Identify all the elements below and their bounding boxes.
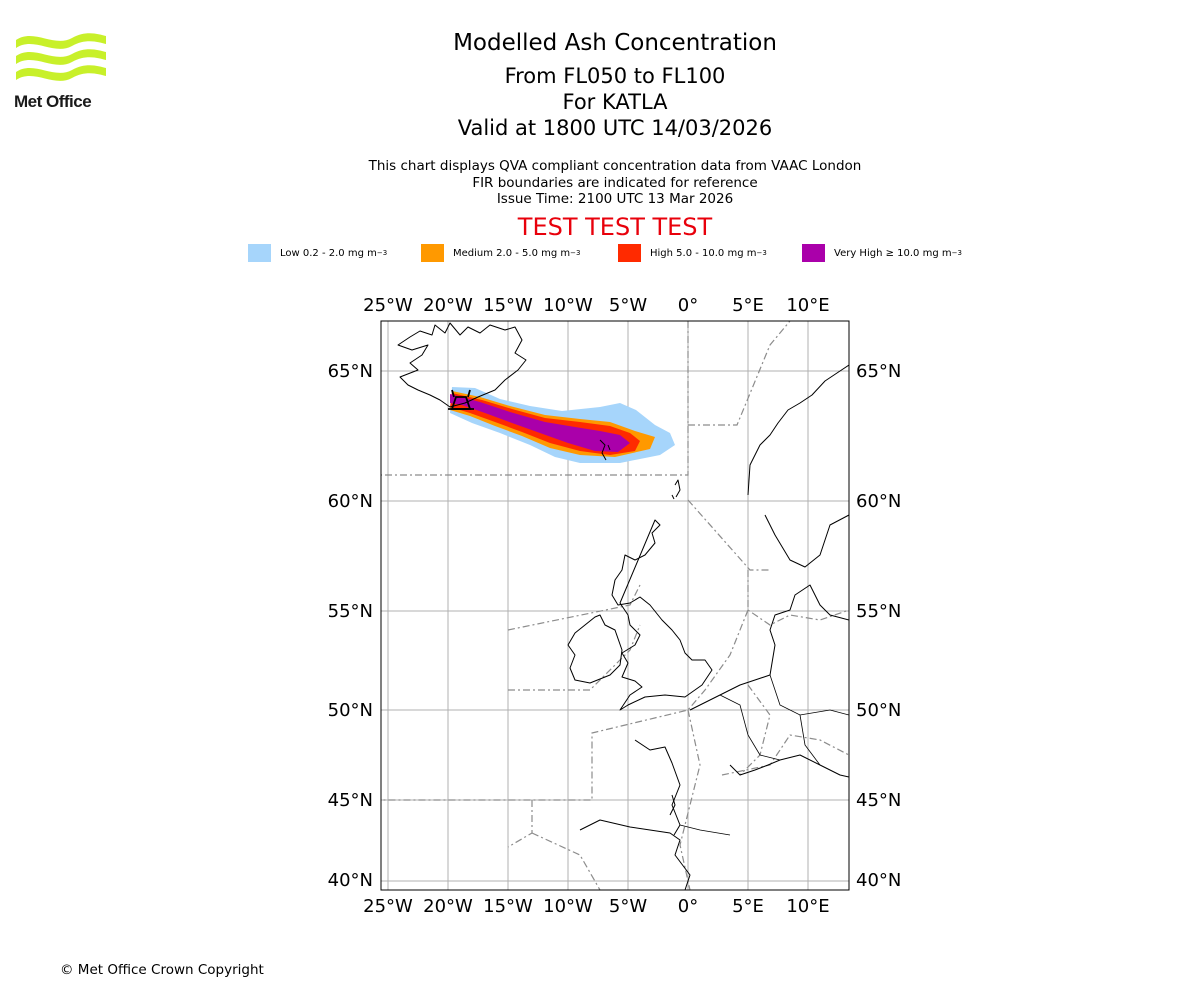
coast-shetland <box>671 479 681 500</box>
legend-unit-exp-high: −3 <box>756 249 767 257</box>
top-tick-5w: 5°W <box>609 295 647 316</box>
legend-label-high: High 5.0 - 10.0 mg m <box>650 247 757 259</box>
legend-item-medium: Medium 2.0 - 5.0 mg m −3 <box>421 244 580 262</box>
map-frame <box>380 320 850 891</box>
top-tick-0: 0° <box>678 295 698 316</box>
top-tick-5e: 5°E <box>732 295 764 316</box>
chart-subtitle: From FL050 to FL100 For KATLA Valid at 1… <box>315 63 915 141</box>
left-tick-65n: 65°N <box>328 361 373 382</box>
border-alps <box>799 714 821 766</box>
bottom-tick-10w: 10°W <box>543 896 593 917</box>
coast-norway <box>747 364 849 496</box>
met-office-logo: Met Office <box>14 30 108 114</box>
coast-south-norway-sweden <box>764 514 849 568</box>
bottom-tick-10e: 10°E <box>786 896 829 917</box>
top-tick-15w: 15°W <box>483 295 533 316</box>
top-tick-10e: 10°E <box>786 295 829 316</box>
map-content <box>381 321 849 890</box>
info-line-vaac: This chart displays QVA compliant concen… <box>368 158 862 174</box>
coast-great-britain <box>611 519 713 711</box>
legend-item-high: High 5.0 - 10.0 mg m −3 <box>618 244 767 262</box>
met-office-logo-text: Met Office <box>14 92 92 111</box>
test-banner: TEST TEST TEST <box>517 213 713 241</box>
left-tick-40n: 40°N <box>328 870 373 891</box>
volcano-marker-icon <box>448 389 474 410</box>
right-tick-50n: 50°N <box>856 700 901 721</box>
tick-labels: 25°W 20°W 15°W 10°W 5°W 0° 5°E 10°E 25°W… <box>328 295 902 917</box>
right-tick-45n: 45°N <box>856 790 901 811</box>
coast-low-countries-denmark <box>689 584 849 711</box>
info-line-fir: FIR boundaries are indicated for referen… <box>472 174 758 191</box>
copyright-notice: © Met Office Crown Copyright <box>60 962 264 978</box>
ash-very-high <box>450 394 630 452</box>
right-tick-65n: 65°N <box>856 361 901 382</box>
valid-time: Valid at 1800 UTC 14/03/2026 <box>457 116 773 140</box>
bottom-tick-15w: 15°W <box>483 896 533 917</box>
top-tick-20w: 20°W <box>423 295 473 316</box>
bottom-tick-0: 0° <box>678 896 698 917</box>
coast-ireland <box>567 614 623 684</box>
right-tick-55n: 55°N <box>856 601 901 622</box>
fir-reykjavik-boundary <box>381 321 689 476</box>
legend-unit-exp-medium: −3 <box>570 249 581 257</box>
legend-label-medium: Medium 2.0 - 5.0 mg m <box>453 247 571 259</box>
coast-iberia-north <box>579 819 691 890</box>
left-tick-50n: 50°N <box>328 700 373 721</box>
fir-paris-east <box>721 734 849 776</box>
fir-brest <box>679 709 701 890</box>
legend-unit-exp-very-high: −3 <box>951 249 962 257</box>
legend-unit-exp-low: −3 <box>376 249 388 257</box>
fir-reims <box>739 684 771 776</box>
left-tick-60n: 60°N <box>328 491 373 512</box>
flight-level-range: From FL050 to FL100 <box>504 64 726 88</box>
top-tick-10w: 10°W <box>543 295 593 316</box>
fir-shanwick-mid <box>508 624 641 691</box>
fir-madrid <box>531 832 601 890</box>
fir-scottish-east <box>687 499 770 571</box>
bottom-tick-5e: 5°E <box>732 896 764 917</box>
fir-scottish-north <box>688 321 791 426</box>
fir-london-south <box>381 609 749 801</box>
ash-plume <box>450 387 675 463</box>
left-tick-55n: 55°N <box>328 601 373 622</box>
right-tick-40n: 40°N <box>856 870 901 891</box>
legend-swatch-low <box>248 244 271 262</box>
border-france-germany <box>719 694 781 761</box>
legend-swatch-high <box>618 244 641 262</box>
chart-info: This chart displays QVA compliant concen… <box>315 158 915 208</box>
legend-label-very-high: Very High ≥ 10.0 mg m <box>834 247 952 259</box>
fir-boundaries <box>381 321 849 890</box>
legend-swatch-medium <box>421 244 444 262</box>
land-borders <box>679 674 849 836</box>
legend-item-very-high: Very High ≥ 10.0 mg m −3 <box>802 244 962 262</box>
coastlines <box>397 322 849 890</box>
volcano-name: For KATLA <box>562 90 668 114</box>
top-tick-25w: 25°W <box>363 295 413 316</box>
bottom-tick-25w: 25°W <box>363 896 413 917</box>
coast-faroe <box>599 439 611 461</box>
chart-title: Modelled Ash Concentration <box>453 30 777 56</box>
coast-biscay <box>669 794 676 816</box>
legend-label-low: Low 0.2 - 2.0 mg m <box>280 247 377 259</box>
info-line-issue-time: Issue Time: 2100 UTC 13 Mar 2026 <box>496 191 734 207</box>
coast-france-west <box>634 739 681 836</box>
legend-item-low: Low 0.2 - 2.0 mg m −3 <box>248 244 387 262</box>
ash-map: 25°W 20°W 15°W 10°W 5°W 0° 5°E 10°E 25°W… <box>328 295 902 917</box>
border-france-spain <box>679 824 731 836</box>
met-office-waves-icon <box>16 33 106 81</box>
left-tick-45n: 45°N <box>328 790 373 811</box>
fir-shanwick-north <box>507 584 641 631</box>
right-tick-60n: 60°N <box>856 491 901 512</box>
fir-amsterdam <box>747 570 849 626</box>
coast-iceland <box>397 322 527 408</box>
bottom-tick-20w: 20°W <box>423 896 473 917</box>
legend-swatch-very-high <box>802 244 825 262</box>
bottom-tick-5w: 5°W <box>609 896 647 917</box>
